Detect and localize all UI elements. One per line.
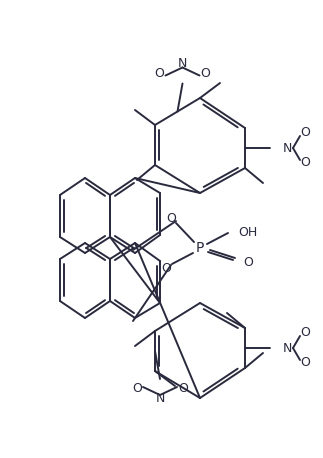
- Text: O: O: [300, 157, 310, 169]
- Text: O: O: [155, 67, 164, 80]
- Text: P: P: [196, 241, 204, 255]
- Text: O: O: [243, 256, 253, 268]
- Text: N: N: [155, 393, 165, 405]
- Text: O: O: [132, 382, 142, 396]
- Text: N: N: [282, 142, 292, 154]
- Text: N: N: [178, 57, 187, 70]
- Text: O: O: [300, 327, 310, 339]
- Text: O: O: [166, 212, 176, 224]
- Text: O: O: [161, 262, 171, 274]
- Text: O: O: [201, 67, 211, 80]
- Text: N: N: [282, 342, 292, 354]
- Text: O: O: [300, 356, 310, 370]
- Text: O: O: [178, 382, 188, 396]
- Text: O: O: [300, 126, 310, 140]
- Text: OH: OH: [238, 225, 257, 239]
